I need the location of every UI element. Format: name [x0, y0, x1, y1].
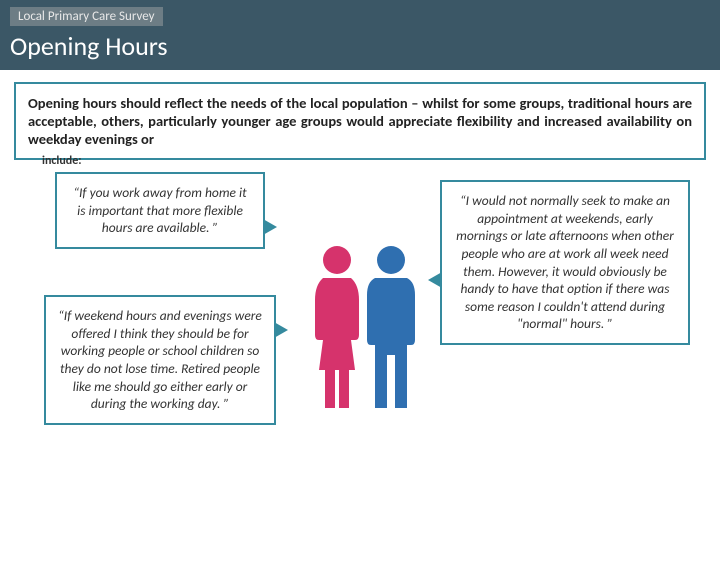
quote-box-1: “If you work away from home it is import…	[55, 172, 265, 249]
quote-text-3: “I would not normally seek to make an ap…	[456, 192, 674, 332]
quote-text-1: “If you work away from home it is import…	[73, 184, 246, 236]
header-subtitle: Local Primary Care Survey	[10, 7, 163, 26]
header-title: Opening Hours	[10, 30, 710, 62]
quote-text-2: “If weekend hours and evenings were offe…	[58, 307, 262, 412]
people-icon	[305, 240, 425, 420]
quote-box-2: “If weekend hours and evenings were offe…	[44, 295, 276, 424]
people-icon-group	[305, 240, 425, 420]
slide-header: Local Primary Care Survey Opening Hours	[0, 0, 720, 70]
clipped-text: include:	[42, 154, 82, 168]
quote-box-3: “I would not normally seek to make an ap…	[440, 180, 690, 344]
male-icon	[367, 246, 415, 408]
intro-summary: Opening hours should reflect the needs o…	[14, 82, 706, 160]
content-area: include: “If you work away from home it …	[0, 160, 720, 570]
female-icon	[315, 246, 359, 408]
